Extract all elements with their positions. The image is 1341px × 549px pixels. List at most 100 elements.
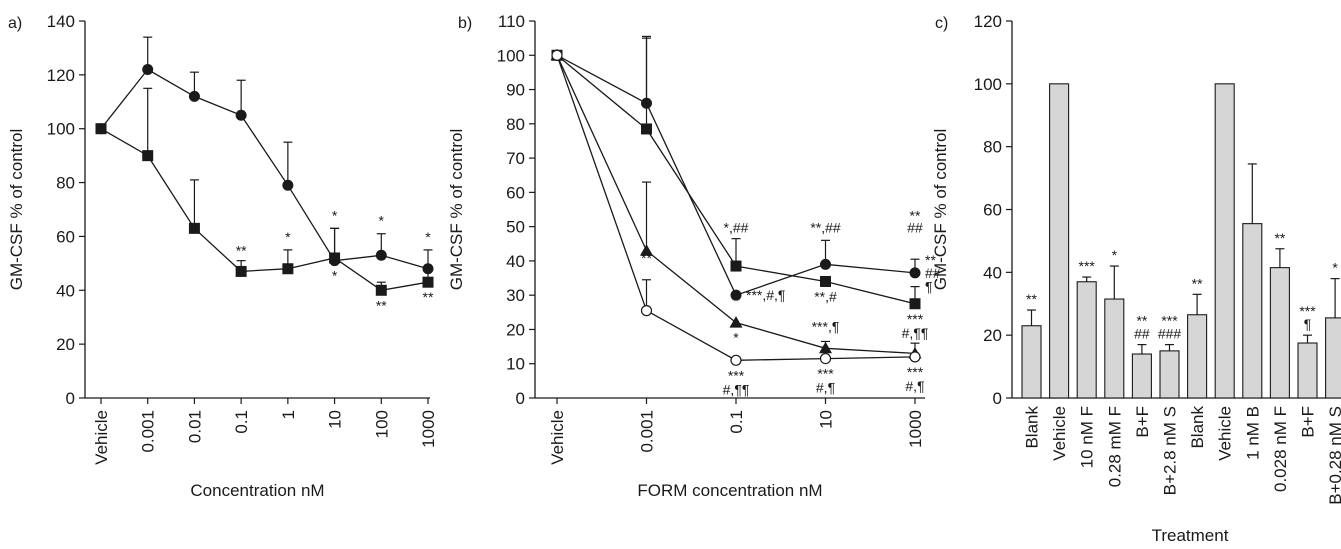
panel-b-significance-label: *** bbox=[907, 311, 924, 327]
panel-b-y-tick-label: 30 bbox=[506, 286, 525, 305]
panel-b-x-tick-label: Vehicle bbox=[548, 410, 567, 465]
panel-a-point-circle bbox=[142, 63, 154, 75]
panel-b-y-axis-label: GM-CSF % of control bbox=[447, 129, 466, 291]
panel-c-significance-label: *** bbox=[1299, 303, 1316, 319]
panel-b-point-circle bbox=[730, 289, 742, 301]
panel-b-point-triangle bbox=[729, 316, 743, 328]
panel-b-x-tick-label: 0.001 bbox=[638, 410, 657, 453]
panel-b-significance-label: *** bbox=[728, 367, 745, 383]
panel-c-panel-tag: c) bbox=[935, 15, 948, 32]
panel-b-y-tick-label: 40 bbox=[506, 252, 525, 271]
panel-a-y-tick-label: 40 bbox=[56, 281, 75, 300]
panel-c-bar bbox=[1214, 83, 1235, 399]
panel-b-point-open-circle bbox=[730, 354, 742, 366]
panel-b-significance-label: ***,#,¶ bbox=[746, 287, 785, 303]
panel-a-point-square bbox=[329, 252, 341, 264]
panel-b-series-line-open-circle bbox=[556, 55, 916, 361]
panel-c-significance-label: * bbox=[1332, 260, 1338, 276]
panel-c-y-tick-label: 20 bbox=[983, 326, 1002, 345]
panel-b-significance-label: ***,¶ bbox=[812, 319, 840, 335]
panel-b-significance-label: #,¶ bbox=[905, 378, 924, 394]
panel-a-significance-label: * bbox=[425, 229, 431, 245]
panel-b-significance-label: #,¶ bbox=[816, 380, 835, 396]
panel-c-x-tick-label: B+F bbox=[1133, 406, 1152, 438]
panel-a-series-line-square bbox=[100, 128, 429, 291]
panel-c-significance-label: ** bbox=[1274, 230, 1285, 246]
panel-c-x-tick-label: B+0.28 nM S bbox=[1326, 406, 1341, 505]
panel-b-y-tick-label: 70 bbox=[506, 149, 525, 168]
panel-a-point-circle bbox=[188, 90, 200, 102]
panel-c-bar bbox=[1076, 281, 1097, 399]
panel-a-significance-label: * bbox=[379, 213, 385, 229]
panel-a-line-chart: a) 0 20 40 60 80 100 120 140 GM-CSF % of control V… bbox=[7, 12, 438, 500]
panel-b-point-square bbox=[909, 298, 921, 310]
panel-c-significance-label: *** bbox=[1079, 258, 1096, 274]
panel-b-significance-label: **,# bbox=[814, 288, 837, 304]
panel-a-significance-label: ** bbox=[376, 297, 387, 313]
panel-b-y-tick-label: 10 bbox=[506, 355, 525, 374]
panel-a-point-square bbox=[375, 284, 387, 296]
panel-b-point-open-circle bbox=[551, 49, 563, 61]
panel-c-x-tick-label: Blank bbox=[1188, 406, 1207, 449]
panel-b-line-chart: b) 0 10 20 30 40 50 60 70 80 90 100 110 GM-CSF % of c… bbox=[447, 12, 941, 500]
panel-a-point-circle bbox=[282, 179, 294, 191]
panel-b-significance-label: ¶ bbox=[925, 279, 933, 295]
panel-b-point-triangle bbox=[640, 244, 653, 256]
panel-c-significance-label: ¶ bbox=[1304, 316, 1312, 332]
panel-a-y-tick-label: 80 bbox=[56, 174, 75, 193]
panel-b-x-tick-label: 1000 bbox=[906, 410, 925, 448]
panel-b-y-tick-label: 90 bbox=[506, 81, 525, 100]
panel-c-bar bbox=[1187, 314, 1208, 399]
panel-a-x-tick-label: 100 bbox=[372, 410, 391, 438]
panel-c-x-axis-label: Treatment bbox=[1152, 526, 1229, 545]
panel-c-x-tick-label: B+F bbox=[1299, 406, 1318, 438]
panel-c-x-tick-label: Blank bbox=[1023, 406, 1042, 449]
panel-b-significance-label: ## bbox=[925, 265, 941, 281]
panel-a-point-square bbox=[235, 265, 247, 277]
panel-a-y-tick-label: 20 bbox=[56, 335, 75, 354]
panel-b-significance-label: * bbox=[733, 330, 739, 346]
panel-b-significance-label: **,## bbox=[810, 219, 841, 235]
panel-b-significance-label: ** bbox=[925, 252, 936, 268]
panel-b-significance-label: #,¶¶ bbox=[902, 325, 929, 341]
panel-a-x-tick-label: Vehicle bbox=[92, 410, 111, 465]
panel-c-y-tick-label: 80 bbox=[983, 138, 1002, 157]
panel-b-significance-label: ** bbox=[910, 207, 921, 223]
panel-c-bar bbox=[1325, 317, 1341, 399]
panel-c-bar bbox=[1021, 325, 1042, 399]
panel-c-x-tick-label: Vehicle bbox=[1216, 406, 1235, 461]
panel-a-significance-label: * bbox=[332, 207, 338, 223]
panel-c-significance-label: *** bbox=[1161, 313, 1178, 329]
panel-b-y-tick-label: 80 bbox=[506, 115, 525, 134]
panel-b-point-square bbox=[820, 275, 831, 287]
panel-c-bar bbox=[1297, 342, 1318, 399]
panel-c-significance-label: ** bbox=[1192, 275, 1203, 291]
panel-b-significance-label: *** bbox=[907, 364, 924, 380]
panel-a-point-square bbox=[95, 123, 107, 135]
panel-b-point-circle bbox=[820, 258, 831, 270]
panel-a-x-tick-label: 0.001 bbox=[139, 410, 158, 453]
panel-c-significance-label: ** bbox=[1026, 291, 1037, 307]
panel-b-point-open-circle bbox=[909, 351, 921, 363]
panel-c-y-tick-label: 40 bbox=[983, 263, 1002, 282]
panel-a-point-circle bbox=[235, 109, 247, 121]
panel-c-x-tick-label: 1 nM B bbox=[1243, 406, 1262, 460]
panel-c-x-tick-label: 0.028 nM F bbox=[1271, 406, 1290, 492]
panel-a-significance-label: * bbox=[332, 268, 338, 284]
panel-a-y-tick-label: 60 bbox=[56, 227, 75, 246]
panel-c-significance-label: ### bbox=[1158, 326, 1182, 342]
panel-a-x-tick-label: 0.1 bbox=[232, 410, 251, 434]
panel-a-point-square bbox=[142, 150, 154, 162]
panel-a-y-tick-label: 120 bbox=[47, 66, 75, 85]
panel-c-y-tick-label: 120 bbox=[974, 12, 1002, 31]
panel-c-bar bbox=[1131, 353, 1152, 399]
panel-a-y-tick-label: 140 bbox=[47, 12, 75, 31]
panel-a-point-square bbox=[422, 276, 434, 288]
panel-c-significance-label: * bbox=[1112, 247, 1118, 263]
panel-b-point-circle bbox=[641, 97, 652, 109]
panel-b-y-tick-label: 20 bbox=[506, 320, 525, 339]
panel-c-y-tick-label: 0 bbox=[993, 389, 1002, 408]
panel-a-panel-tag: a) bbox=[8, 15, 22, 32]
